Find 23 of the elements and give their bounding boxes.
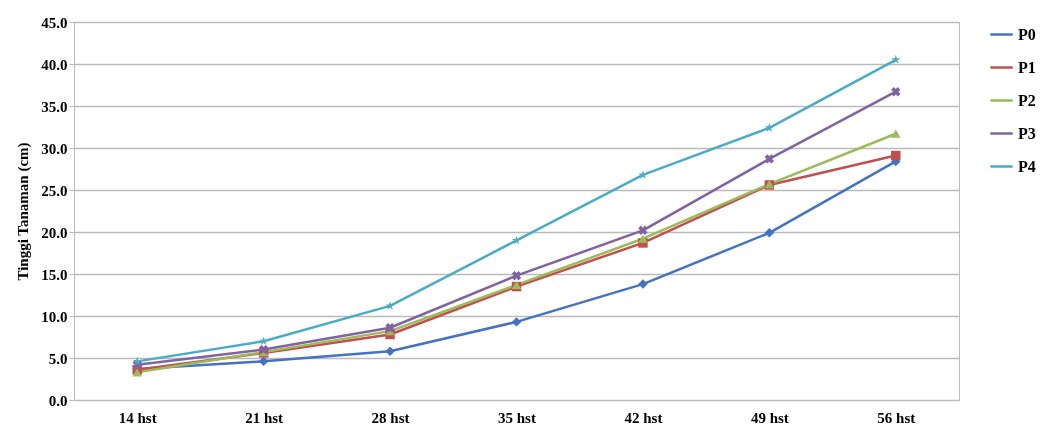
x-tick-label: 14 hst	[118, 409, 157, 426]
legend-label: P3	[1018, 124, 1036, 142]
legend-label: P2	[1018, 91, 1036, 109]
x-tick-label: 35 hst	[498, 409, 536, 426]
x-tick-label: 28 hst	[371, 409, 410, 426]
x-tick-label: 49 hst	[750, 409, 789, 426]
x-tick-label: 21 hst	[245, 409, 284, 426]
y-tick-label: 35.0	[41, 98, 68, 115]
y-tick-label: 10.0	[41, 308, 68, 325]
y-tick-label: 15.0	[41, 266, 68, 283]
y-axis-title: Tinggi Tanaman (cm)	[15, 142, 33, 281]
x-tick-label: 42 hst	[624, 409, 663, 426]
y-tick-label: 25.0	[41, 182, 68, 199]
y-tick-label: 45.0	[41, 14, 68, 31]
y-tick-label: 20.0	[41, 224, 68, 241]
y-tick-label: 40.0	[41, 56, 68, 73]
y-tick-label: 0.0	[48, 392, 68, 409]
legend-label: P1	[1018, 58, 1036, 76]
legend-label: P4	[1018, 157, 1036, 175]
legend-label: P0	[1018, 25, 1036, 43]
y-tick-label: 30.0	[41, 140, 68, 157]
y-tick-label: 5.0	[48, 350, 68, 367]
x-tick-label: 56 hst	[877, 409, 916, 426]
